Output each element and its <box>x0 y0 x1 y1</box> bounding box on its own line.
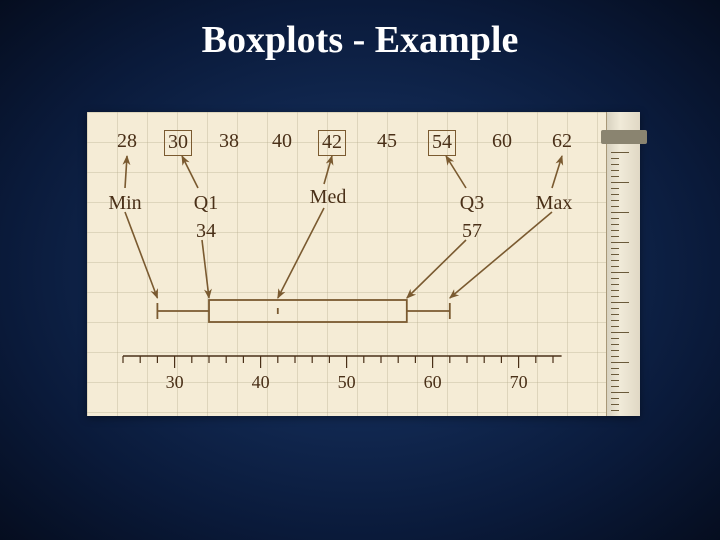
label-min: Min <box>108 192 141 215</box>
label-q3: Q3 <box>460 192 484 215</box>
data-value-38: 38 <box>219 130 239 153</box>
data-value-62: 62 <box>552 130 572 153</box>
axis-tick-50: 50 <box>338 372 356 393</box>
data-value-40: 40 <box>272 130 292 153</box>
data-value-60: 60 <box>492 130 512 153</box>
data-value-30: 30 <box>164 130 192 156</box>
data-value-45: 45 <box>377 130 397 153</box>
slide-title: Boxplots - Example <box>0 0 720 62</box>
boxplot-figure: 28 30 38 40 42 45 54 60 62 Min Q1 34 Med Q3 57 Max 30 4… <box>87 112 640 416</box>
axis-tick-30: 30 <box>166 372 184 393</box>
grid-background <box>87 112 640 416</box>
axis-tick-40: 40 <box>252 372 270 393</box>
data-value-28: 28 <box>117 130 137 153</box>
q3-value: 57 <box>462 220 482 243</box>
q1-value: 34 <box>196 220 216 243</box>
axis-tick-70: 70 <box>510 372 528 393</box>
label-q1: Q1 <box>194 192 218 215</box>
ruler-clip <box>601 130 647 144</box>
data-value-54: 54 <box>428 130 456 156</box>
ruler-decoration <box>606 112 640 416</box>
axis-tick-60: 60 <box>424 372 442 393</box>
label-max: Max <box>536 192 573 215</box>
data-value-42: 42 <box>318 130 346 156</box>
label-median: Med <box>310 186 347 209</box>
